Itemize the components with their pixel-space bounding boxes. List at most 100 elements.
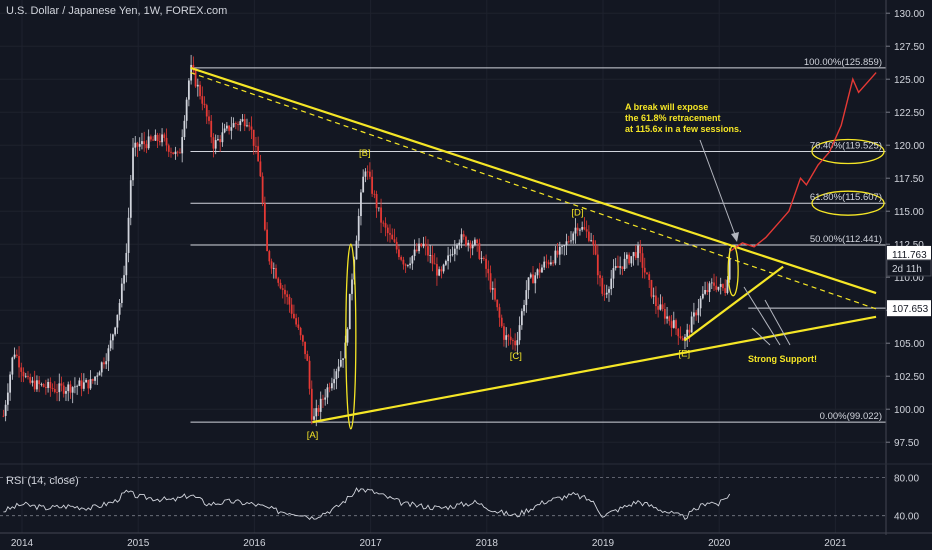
candle-body bbox=[187, 80, 190, 100]
candle-body bbox=[268, 251, 271, 262]
candle-body bbox=[172, 152, 175, 155]
candle-body bbox=[203, 103, 206, 106]
candle-body bbox=[695, 312, 698, 316]
candle-body bbox=[406, 265, 409, 266]
candle-body bbox=[418, 243, 420, 252]
candle-body bbox=[536, 269, 539, 276]
fib-level-label: 100.00%(125.859) bbox=[804, 57, 882, 68]
candle-body bbox=[567, 241, 570, 243]
candle-body bbox=[225, 125, 228, 129]
candle-body bbox=[337, 366, 340, 372]
price-marker-box bbox=[887, 245, 931, 262]
candle-body bbox=[431, 255, 434, 264]
candle-body bbox=[491, 288, 494, 290]
candle-body bbox=[527, 277, 530, 291]
annotation-break-text: A break will expose the 61.8% retracement… bbox=[625, 102, 742, 134]
candle-body bbox=[625, 254, 628, 259]
candle-body bbox=[304, 341, 306, 355]
candle-body bbox=[221, 132, 224, 143]
candle-body bbox=[371, 176, 374, 194]
candle-body bbox=[400, 257, 403, 260]
candle-body bbox=[293, 313, 295, 319]
candle-body bbox=[507, 335, 510, 337]
x-tick-label: 2018 bbox=[476, 538, 499, 549]
candle-body bbox=[503, 326, 505, 340]
candle-body bbox=[6, 392, 9, 405]
candle-body bbox=[76, 385, 79, 387]
candle-body bbox=[259, 161, 262, 177]
candle-body bbox=[581, 227, 584, 230]
price-marker-label: 2d 11h bbox=[892, 264, 922, 275]
candle-body bbox=[308, 360, 311, 389]
candle-body bbox=[243, 119, 246, 127]
candle-body bbox=[199, 84, 201, 97]
candle-body bbox=[74, 386, 76, 388]
candle-body bbox=[161, 134, 163, 143]
candle-body bbox=[85, 379, 87, 383]
candle-body bbox=[713, 282, 715, 286]
candle-body bbox=[89, 379, 92, 389]
candle-body bbox=[411, 256, 414, 264]
candle-body bbox=[724, 288, 727, 293]
candle-body bbox=[679, 336, 682, 338]
candle-body bbox=[270, 261, 273, 269]
candle-body bbox=[9, 374, 12, 393]
candle-body bbox=[138, 144, 141, 147]
candle-body bbox=[33, 380, 36, 390]
candle-body bbox=[15, 354, 18, 357]
x-tick-label: 2015 bbox=[127, 538, 150, 549]
support-arrow-3 bbox=[751, 327, 771, 346]
candle-body bbox=[424, 243, 427, 247]
candle-body bbox=[639, 245, 642, 254]
candle-body bbox=[476, 239, 479, 244]
candle-body bbox=[474, 239, 476, 245]
candle-body bbox=[237, 124, 239, 126]
annotations: [A] [B] [C] [D] [E] A break will expose the 61… bbox=[307, 102, 817, 441]
candle-body bbox=[516, 340, 519, 346]
candle-body bbox=[693, 312, 695, 317]
rsi-label: RSI (14, close) bbox=[6, 475, 79, 487]
candle-body bbox=[58, 383, 61, 393]
trend-lines[interactable] bbox=[190, 66, 877, 424]
candle-body bbox=[281, 288, 284, 290]
y-tick-label: 117.50 bbox=[894, 174, 924, 185]
candle-body bbox=[422, 243, 425, 247]
candle-body bbox=[205, 105, 208, 117]
candle-body bbox=[666, 316, 668, 319]
candle-body bbox=[570, 240, 572, 242]
y-tick-label: 112.50 bbox=[894, 240, 924, 251]
candles bbox=[2, 54, 731, 427]
price-marker-box bbox=[887, 300, 931, 317]
candle-body bbox=[558, 246, 561, 255]
candle-body bbox=[163, 134, 166, 138]
candle-body bbox=[275, 268, 277, 279]
candle-body bbox=[489, 273, 492, 290]
level-highlight-ellipse bbox=[811, 190, 885, 216]
candle-body bbox=[717, 286, 720, 290]
candle-body bbox=[210, 120, 213, 138]
candle-body bbox=[132, 147, 134, 181]
candle-body bbox=[313, 416, 315, 420]
candle-body bbox=[634, 252, 637, 258]
candle-body bbox=[60, 383, 63, 386]
candle-body bbox=[715, 285, 718, 290]
candle-body bbox=[728, 258, 731, 280]
candle-body bbox=[295, 318, 298, 325]
candle-body bbox=[286, 294, 289, 297]
candle-body bbox=[145, 144, 148, 149]
candle-body bbox=[250, 126, 253, 130]
candle-body bbox=[51, 387, 54, 390]
y-tick-label: 130.00 bbox=[894, 9, 925, 20]
candle-body bbox=[143, 141, 146, 145]
candle-body bbox=[156, 134, 159, 142]
candle-body bbox=[704, 289, 706, 294]
candle-body bbox=[223, 128, 226, 133]
candle-body bbox=[118, 302, 121, 315]
price-marker-label: 111.763 bbox=[892, 250, 927, 261]
candle-body bbox=[22, 371, 25, 377]
candle-body bbox=[279, 282, 282, 289]
candle-body bbox=[158, 141, 161, 143]
candle-body bbox=[429, 255, 432, 256]
